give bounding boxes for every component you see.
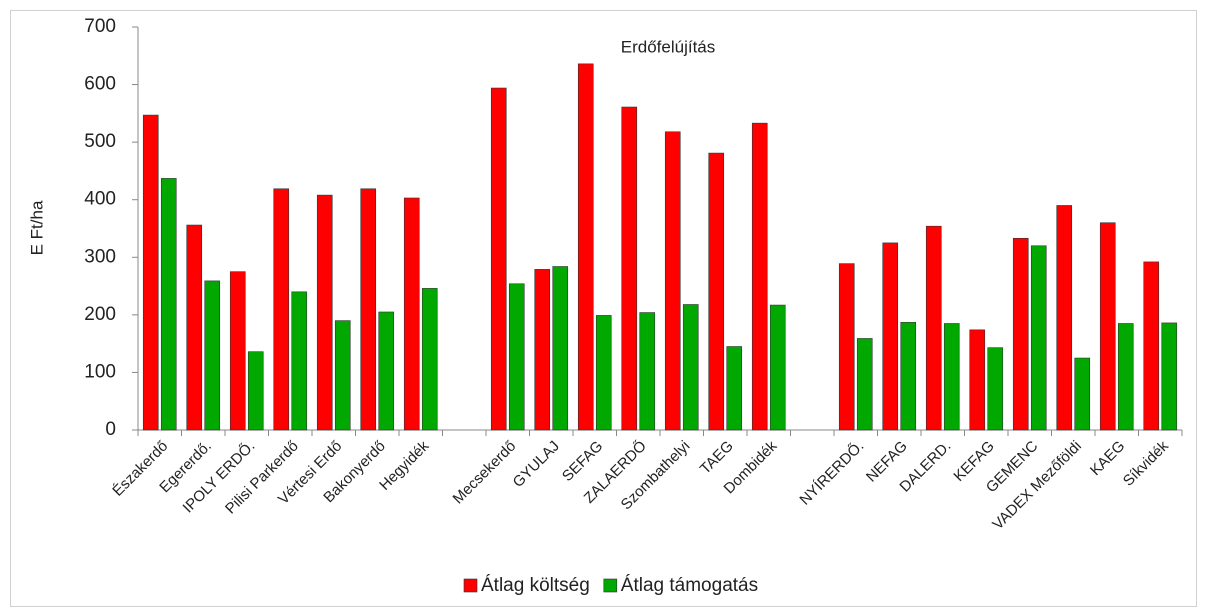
bar: [1117, 323, 1134, 431]
y-tick-label: 500: [84, 131, 116, 152]
bar: [925, 225, 942, 431]
bar: [856, 338, 873, 431]
bar: [247, 351, 264, 431]
bar: [900, 322, 917, 431]
bar: [403, 197, 420, 431]
legend-swatch: [603, 578, 618, 593]
bar: [621, 106, 638, 431]
bar: [552, 266, 569, 431]
bar: [160, 178, 177, 431]
y-tick-label: 100: [84, 361, 116, 382]
bar: [1099, 222, 1116, 431]
bar: [142, 114, 159, 431]
bar: [969, 329, 986, 431]
y-axis-label: E Ft/ha: [27, 200, 46, 255]
bar: [1161, 322, 1178, 431]
y-tick-label: 300: [84, 246, 116, 267]
legend-label: Átlag támogatás: [621, 575, 758, 596]
bar: [186, 224, 203, 431]
bar: [882, 242, 899, 431]
bar: [1074, 357, 1091, 431]
y-tick-label: 200: [84, 304, 116, 325]
bar: [378, 311, 395, 431]
bar: [1030, 245, 1047, 431]
y-tick-label: 0: [105, 419, 116, 440]
bar: [639, 312, 656, 431]
bar: [943, 323, 960, 431]
y-tick-label: 400: [84, 189, 116, 210]
bar: [1143, 261, 1160, 431]
bar: [334, 320, 351, 431]
bar: [421, 288, 438, 431]
bar: [838, 263, 855, 431]
bar: [751, 122, 768, 431]
bar: [726, 346, 743, 431]
bar: [708, 152, 725, 431]
bar: [682, 304, 699, 431]
bar: [987, 347, 1004, 431]
bar: [769, 304, 786, 431]
bar: [316, 194, 333, 431]
y-tick-label: 700: [84, 16, 116, 37]
bar: [1012, 237, 1029, 431]
y-tick-label: 600: [84, 74, 116, 95]
bar: [577, 63, 594, 431]
bar: [291, 291, 308, 431]
bar: [490, 87, 507, 431]
legend-swatch: [463, 578, 478, 593]
bar: [360, 188, 377, 431]
bar: [229, 271, 246, 431]
bar: [664, 131, 681, 431]
bar: [595, 315, 612, 431]
legend-label: Átlag költség: [481, 575, 590, 596]
bar: [273, 188, 290, 431]
bar: [1056, 205, 1073, 431]
bar: [534, 269, 551, 431]
bar: [204, 280, 221, 431]
chart-title: Erdőfelújítás: [621, 37, 716, 56]
bar: [508, 283, 525, 431]
